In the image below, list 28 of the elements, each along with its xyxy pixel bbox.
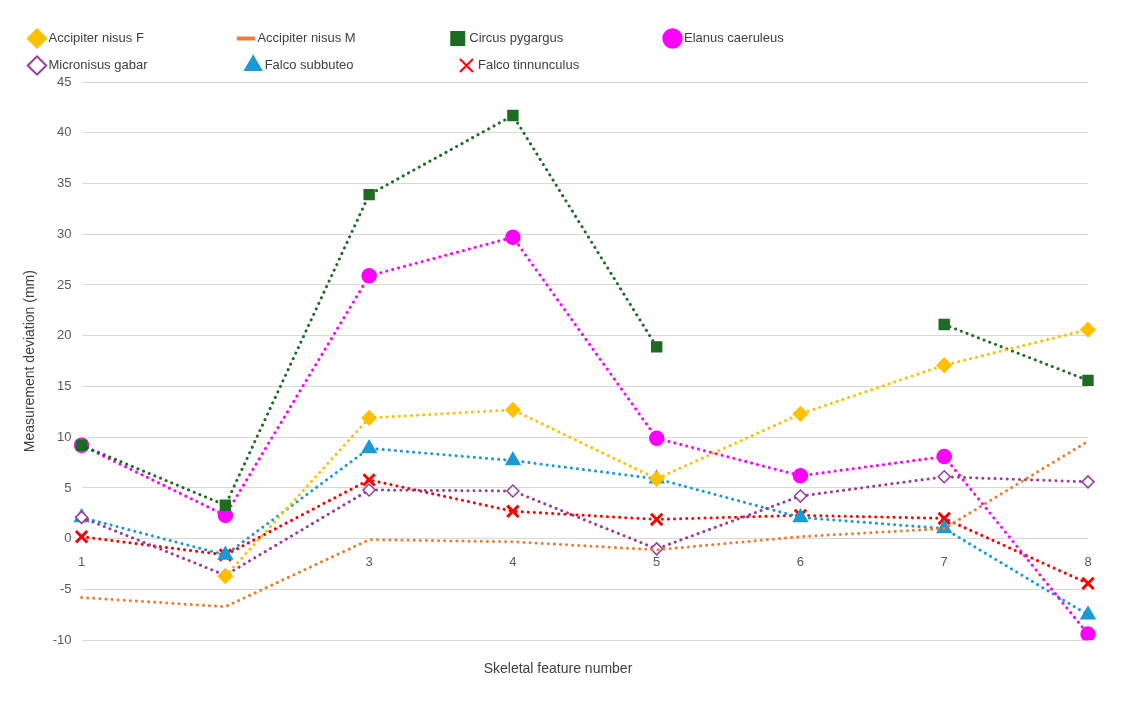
x-tick-label: 4 xyxy=(509,554,517,570)
x-tick-label: 7 xyxy=(940,554,948,570)
y-tick-label: -10 xyxy=(52,631,72,647)
y-tick-label: 45 xyxy=(57,73,72,89)
y-tick-label: 35 xyxy=(57,175,72,191)
legend-label: Falco tinnunculus xyxy=(477,57,663,73)
legend-label: Elanus caeruleus xyxy=(683,30,871,46)
x-tick-label: 5 xyxy=(653,554,661,570)
y-tick-label: -5 xyxy=(60,581,72,597)
y-tick-label: 10 xyxy=(57,428,72,444)
x-tick-label: 1 xyxy=(77,554,86,570)
x-tick-label: 6 xyxy=(796,554,805,570)
legend-label: Accipiter nisus F xyxy=(48,30,227,46)
y-tick-label: 30 xyxy=(57,225,72,241)
x-tick-label: 3 xyxy=(365,554,373,570)
x-tick-label: 8 xyxy=(1084,554,1092,570)
legend-label: Circus pygargus xyxy=(469,30,654,46)
y-tick-label: 40 xyxy=(57,124,72,140)
y-tick-label: 0 xyxy=(64,530,72,546)
legend-label: Accipiter nisus M xyxy=(257,30,439,46)
legend-label: Micronisus gabar xyxy=(48,57,235,73)
legend-label: Falco subbuteo xyxy=(264,57,448,73)
y-tick-label: 15 xyxy=(57,378,72,394)
y-axis-title: Measurement deviation (mm) xyxy=(21,270,38,453)
y-tick-label: 25 xyxy=(57,276,72,292)
y-tick-label: 20 xyxy=(57,327,72,343)
x-axis-title: Skeletal feature number xyxy=(482,660,634,676)
y-tick-label: 5 xyxy=(64,479,72,495)
